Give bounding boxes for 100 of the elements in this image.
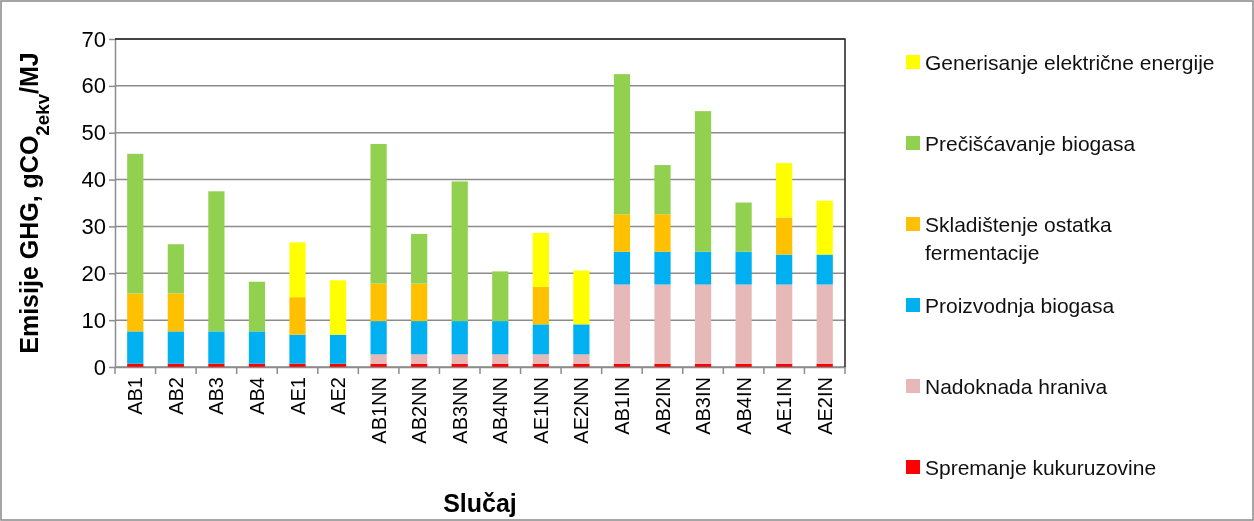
bar <box>167 331 184 364</box>
bar <box>329 363 347 367</box>
x-tick-label: AB1 <box>124 377 147 415</box>
bar <box>654 165 671 215</box>
x-tick-label: AB2IN <box>651 377 674 435</box>
bar <box>411 283 428 322</box>
bar <box>735 202 752 252</box>
bar <box>532 232 549 287</box>
x-tick-label: AB2NN <box>408 377 431 444</box>
bar <box>127 153 144 294</box>
x-tick-label: AB3 <box>205 377 228 415</box>
bar <box>289 297 306 335</box>
legend-label: Skladištenje ostatka fermentacije <box>925 213 1113 265</box>
bar <box>613 251 631 285</box>
bar <box>694 363 712 367</box>
x-tick-label: AB4 <box>245 377 268 415</box>
bar <box>573 363 590 367</box>
x-tick-label: AB3IN <box>692 377 715 435</box>
bar <box>532 354 549 364</box>
bar <box>694 251 712 285</box>
legend-label: Generisanje električne energije <box>925 51 1215 74</box>
bar <box>694 111 712 252</box>
bar <box>248 363 266 367</box>
bar <box>370 143 387 284</box>
bar <box>289 363 306 367</box>
x-tick-label: AB4NN <box>489 377 512 444</box>
bar <box>776 254 793 285</box>
y-tick-label: 40 <box>81 167 106 193</box>
bar <box>167 244 184 294</box>
y-tick-label: 30 <box>81 213 106 239</box>
bar <box>735 284 752 364</box>
bar <box>573 270 590 325</box>
bar <box>451 363 468 367</box>
x-tick-label: AB3NN <box>448 377 471 444</box>
bar <box>532 286 549 325</box>
bar <box>329 334 347 364</box>
bar <box>816 254 833 285</box>
bar <box>816 200 833 255</box>
x-tick-label: AB4IN <box>732 377 755 435</box>
bar <box>654 251 671 285</box>
legend-label: Prečišćavanje biogasa <box>925 132 1136 155</box>
bar <box>451 354 468 364</box>
bar <box>573 324 590 355</box>
y-tick-label: 50 <box>81 120 106 146</box>
bar <box>613 363 631 367</box>
bar <box>451 321 468 355</box>
bar <box>208 331 225 364</box>
legend-label: Spremanje kukuruzovine <box>925 456 1157 479</box>
bar <box>329 280 347 335</box>
bar <box>248 331 266 364</box>
x-tick-label: AB2 <box>164 377 187 415</box>
bar <box>492 363 509 367</box>
bar <box>248 281 266 332</box>
bar <box>370 363 387 367</box>
bar <box>694 284 712 364</box>
bar <box>289 334 306 364</box>
bar <box>411 363 428 367</box>
bar <box>816 284 833 364</box>
bar <box>654 214 671 252</box>
bar <box>613 284 631 364</box>
bar <box>492 271 509 322</box>
bar <box>208 191 225 332</box>
legend-label: Proizvodnja biogasa <box>925 294 1115 317</box>
bar <box>167 293 184 332</box>
bar <box>776 163 793 218</box>
bar <box>492 321 509 355</box>
bar <box>654 363 671 367</box>
bar <box>613 74 631 215</box>
bar <box>654 284 671 364</box>
bar <box>735 363 752 367</box>
bar <box>167 363 184 367</box>
legend-label: Nadoknada hraniva <box>925 375 1108 398</box>
bar <box>370 283 387 322</box>
x-tick-label: AB1NN <box>367 377 390 444</box>
bar <box>289 242 306 298</box>
x-axis-title: Slučaj <box>443 489 517 517</box>
bar <box>532 324 549 355</box>
x-tick-label: AE2 <box>327 377 350 415</box>
y-tick-label: 60 <box>81 73 106 99</box>
bar <box>816 363 833 367</box>
bar <box>411 321 428 355</box>
bar <box>776 363 793 367</box>
x-tick-label: AE1 <box>286 377 309 415</box>
x-tick-label: AB1IN <box>610 377 633 435</box>
bar <box>411 354 428 364</box>
x-tick-label: AE2NN <box>570 377 593 444</box>
y-tick-label: 0 <box>93 354 106 380</box>
bar <box>370 321 387 355</box>
y-tick-label: 10 <box>81 307 106 333</box>
bar <box>127 293 144 332</box>
x-tick-label: AE1NN <box>529 377 552 444</box>
bar <box>492 354 509 364</box>
bar <box>532 363 549 367</box>
bar <box>613 214 631 252</box>
x-tick-label: AE2IN <box>813 377 836 435</box>
y-tick-label: 70 <box>81 26 106 52</box>
bar <box>451 181 468 322</box>
bar <box>127 363 144 367</box>
bar <box>573 354 590 364</box>
x-tick-label: AE1IN <box>773 377 796 435</box>
